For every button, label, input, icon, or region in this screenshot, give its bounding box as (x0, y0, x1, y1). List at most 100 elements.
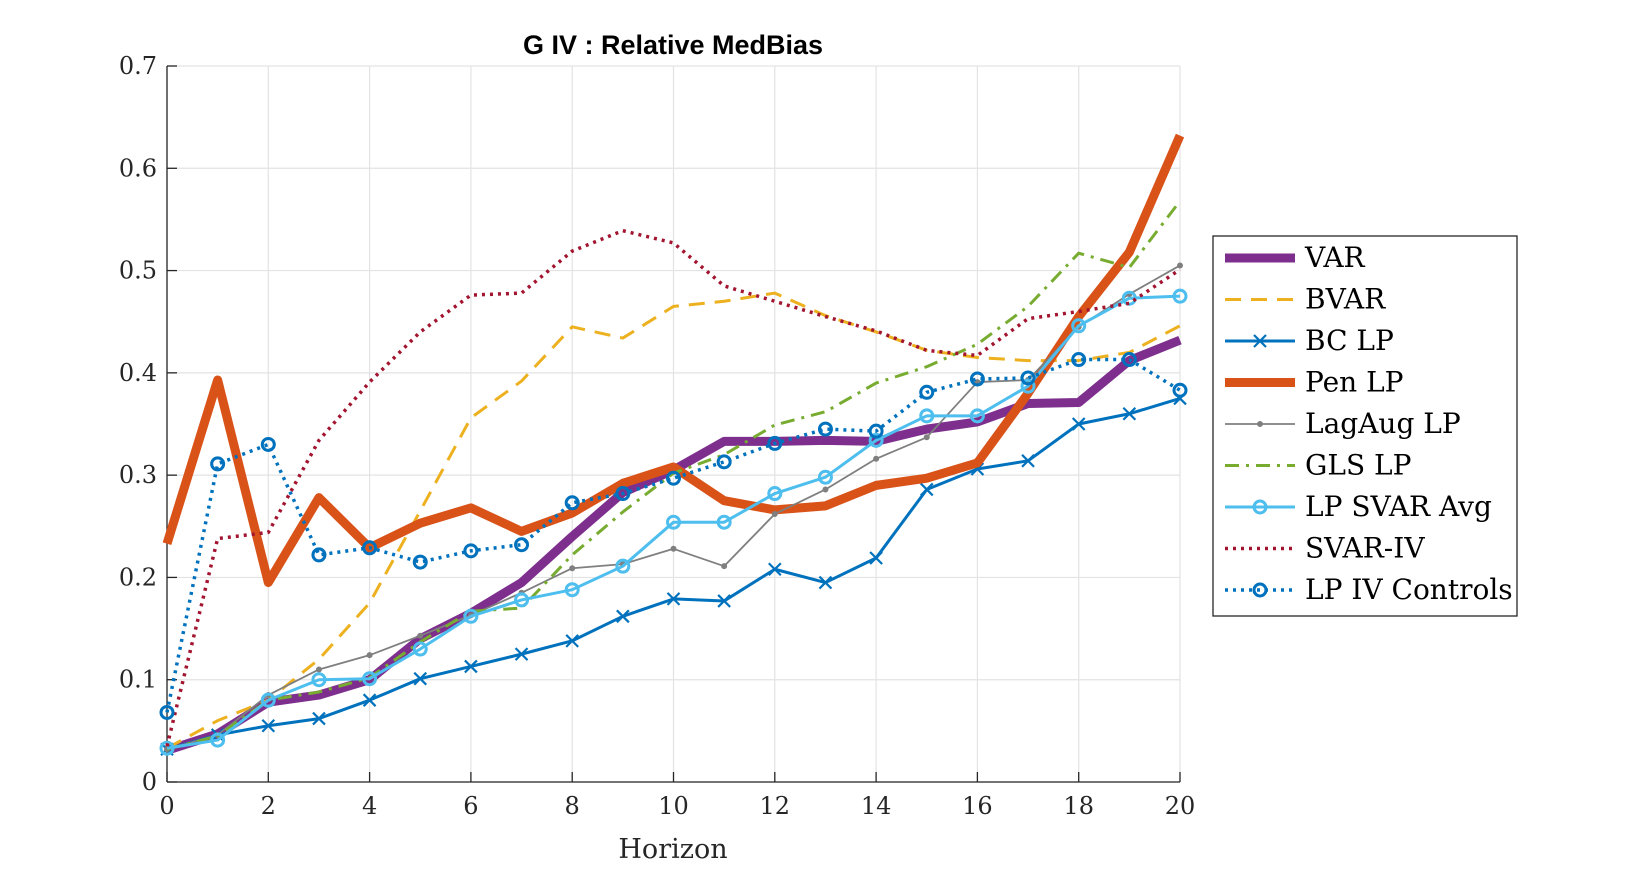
circle-marker (969, 371, 985, 387)
x-tick-label: 4 (362, 792, 377, 820)
dot-marker (670, 545, 677, 552)
x-tick-label: 0 (159, 792, 174, 820)
circle-marker (1071, 352, 1087, 368)
series-line (166, 294, 1181, 750)
y-tick-label: 0 (142, 768, 157, 796)
series-layer (159, 133, 1188, 757)
series-line (166, 291, 1181, 750)
y-tick-label: 0.1 (119, 666, 157, 694)
circle-marker (666, 470, 681, 486)
axes: 0 2 4 6 8 10 12 14 16 18 20 0 0.1 0.2 0.3 0.4 0.5 0.6 0.7 (119, 52, 1195, 820)
dot-marker (873, 455, 880, 462)
y-tick-label: 0.2 (119, 563, 157, 591)
x-axis-label: Horizon (618, 834, 727, 865)
circle-marker (919, 384, 935, 400)
x-marker (413, 671, 428, 686)
dot-marker (771, 511, 778, 518)
circle-marker (260, 692, 276, 708)
circle-marker (210, 732, 226, 748)
circle-marker (919, 408, 935, 424)
circle-marker (817, 421, 833, 437)
x-marker (312, 711, 326, 726)
series-line (162, 133, 1185, 588)
circle-marker (1020, 370, 1036, 386)
circle-marker (868, 423, 884, 439)
circle-marker (159, 740, 175, 756)
series-bvar (166, 291, 1181, 750)
circle-marker (817, 469, 833, 485)
circle-marker (716, 514, 732, 530)
circle-marker (868, 432, 884, 448)
x-marker (919, 482, 934, 497)
circle-marker (564, 582, 580, 598)
x-tick-label: 6 (463, 792, 478, 820)
circle-marker (1020, 378, 1036, 394)
dot-marker (822, 486, 829, 493)
circle-marker (412, 641, 428, 657)
legend-item: LagAug LP (1225, 407, 1461, 440)
series-lp-iv-controls (159, 352, 1188, 720)
legend-label: BVAR (1305, 283, 1386, 316)
circle-marker (666, 514, 681, 530)
circle-marker (514, 537, 530, 553)
x-marker (464, 659, 478, 674)
circle-marker (1121, 352, 1137, 368)
legend-label: LagAug LP (1305, 407, 1461, 440)
circle-marker (412, 554, 428, 570)
chart-title: G IV : Relative MedBias (523, 30, 823, 60)
x-marker (261, 718, 276, 733)
y-tick-label: 0.5 (119, 257, 157, 285)
legend-label: BC LP (1305, 324, 1394, 357)
circle-marker (311, 547, 327, 563)
circle-marker (1252, 499, 1268, 515)
legend-label: LP SVAR Avg (1305, 490, 1492, 523)
circle-marker (716, 454, 732, 470)
x-tick-label: 8 (565, 792, 580, 820)
legend-label: GLS LP (1305, 449, 1411, 482)
dot-marker (923, 434, 930, 441)
x-marker (869, 551, 883, 565)
x-tick-label: 14 (861, 792, 892, 820)
x-marker (768, 562, 782, 577)
circle-marker (362, 540, 378, 556)
dot-marker (1257, 421, 1263, 427)
circle-marker (1172, 288, 1188, 304)
x-marker (1253, 334, 1267, 348)
y-tick-label: 0.6 (119, 154, 157, 182)
legend-item: VAR (1225, 241, 1366, 274)
circle-marker (260, 436, 276, 452)
circle-marker (1252, 582, 1268, 598)
circle-marker (564, 495, 580, 511)
x-marker (666, 592, 681, 606)
circle-marker (615, 558, 631, 574)
legend-item: BC LP (1225, 324, 1394, 357)
dot-marker (417, 632, 424, 639)
x-tick-label: 12 (760, 792, 791, 820)
legend-item: BVAR (1225, 283, 1386, 316)
circle-marker (311, 672, 327, 688)
circle-marker (159, 704, 175, 720)
legend-label: Pen LP (1305, 366, 1404, 399)
circle-marker (1172, 382, 1188, 398)
legend-item: LP IV Controls (1225, 573, 1513, 606)
legend-label: LP IV Controls (1305, 573, 1513, 606)
y-tick-label: 0.4 (119, 359, 157, 387)
y-tick-label: 0.3 (119, 461, 157, 489)
series-pen-lp (162, 133, 1185, 588)
circle-marker (1071, 318, 1087, 334)
circle-marker (767, 486, 783, 502)
legend-label: SVAR-IV (1305, 532, 1425, 565)
legend-item: GLS LP (1225, 449, 1411, 482)
legend-label: VAR (1304, 241, 1366, 274)
x-marker (1021, 454, 1035, 468)
circle-marker (362, 671, 378, 687)
legend-item: SVAR-IV (1225, 532, 1425, 565)
series-lp-svar-avg (159, 288, 1188, 756)
circle-marker (463, 543, 479, 559)
x-marker (717, 594, 731, 608)
circle-marker (969, 408, 985, 424)
legend-item: LP SVAR Avg (1225, 490, 1492, 523)
x-tick-label: 2 (261, 792, 276, 820)
dot-marker (1177, 262, 1183, 269)
